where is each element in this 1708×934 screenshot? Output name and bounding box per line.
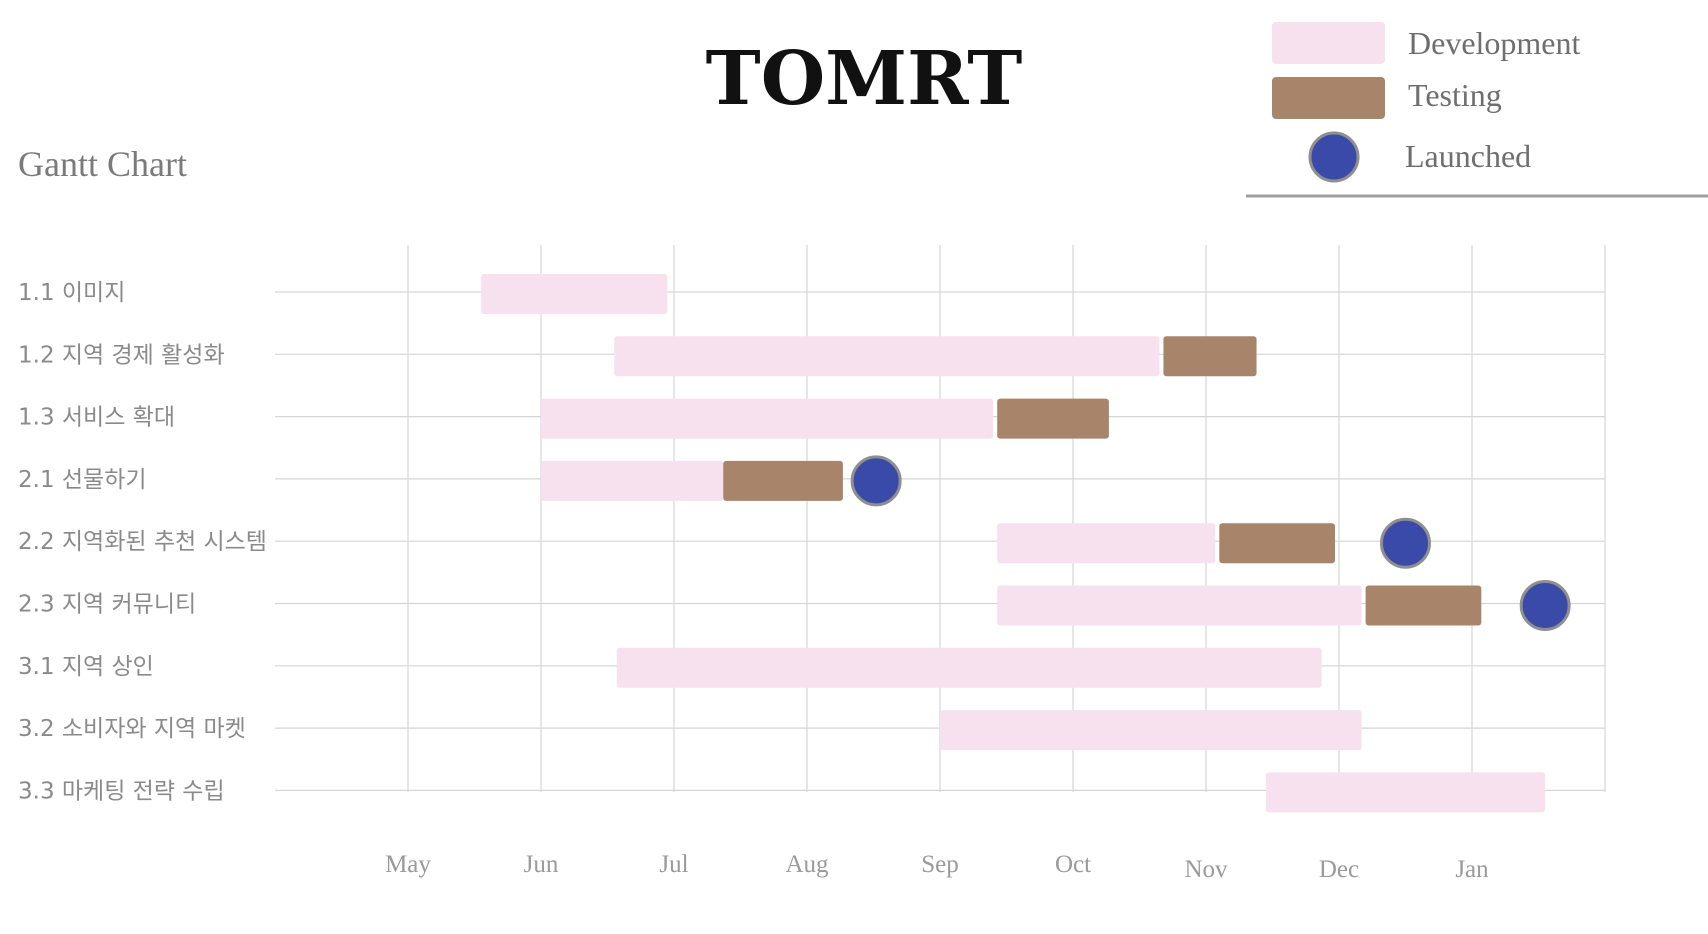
testing-bar — [1219, 523, 1336, 564]
development-bar — [997, 585, 1362, 626]
task-label: 1.3 서비스 확대 — [18, 405, 175, 431]
testing-bar — [723, 460, 843, 501]
task-label: 1.1 이미지 — [18, 280, 125, 306]
month-axis: May Jun Jul Aug Sep Oct Nov Dec Jan — [385, 851, 1489, 883]
legend-label-development: Development — [1408, 25, 1581, 61]
development-bar — [1265, 772, 1546, 813]
legend-swatch-testing — [1272, 77, 1385, 119]
chart-title: TOMRT — [706, 36, 1023, 122]
development-bar — [614, 336, 1160, 377]
month-label: Jul — [659, 851, 688, 878]
task-label: 2.3 지역 커뮤니티 — [18, 592, 196, 618]
legend: Development Testing Launched — [1246, 22, 1708, 198]
task-label: 1.2 지역 경제 활성화 — [18, 342, 225, 368]
development-bar — [616, 647, 1322, 688]
month-label: Sep — [921, 851, 959, 878]
month-label: Oct — [1055, 851, 1091, 878]
development-bar — [541, 460, 724, 501]
launched-marker — [1519, 580, 1571, 631]
task-label: 3.1 지역 상인 — [18, 654, 154, 680]
development-bar — [997, 523, 1216, 564]
launched-marker — [850, 455, 902, 507]
month-label: Nov — [1184, 856, 1228, 883]
legend-swatch-development — [1272, 22, 1385, 64]
task-label: 3.2 소비자와 지역 마켓 — [18, 716, 246, 742]
legend-marker-launched — [1308, 131, 1360, 183]
task-bars — [481, 274, 1571, 813]
legend-label-testing: Testing — [1408, 77, 1502, 113]
development-bar — [940, 710, 1362, 751]
month-label: Jun — [524, 851, 559, 878]
legend-label-launched: Launched — [1405, 138, 1531, 174]
chart-subtitle: Gantt Chart — [18, 144, 187, 184]
testing-bar — [997, 398, 1109, 439]
month-label: Jan — [1455, 856, 1489, 883]
testing-bar — [1163, 336, 1257, 377]
month-label: Aug — [785, 851, 829, 878]
month-label: Dec — [1319, 856, 1359, 883]
launched-marker — [1380, 517, 1431, 569]
development-bar — [541, 398, 994, 439]
task-labels: 1.1 이미지 1.2 지역 경제 활성화 1.3 서비스 확대 2.1 선물하기 2.… — [18, 280, 267, 804]
task-label: 3.3 마케팅 전략 수립 — [18, 778, 225, 804]
development-bar — [481, 274, 668, 314]
month-label: May — [385, 851, 431, 878]
task-label: 2.2 지역화된 추천 시스템 — [18, 529, 267, 555]
task-label: 2.1 선물하기 — [18, 467, 147, 493]
testing-bar — [1365, 585, 1482, 626]
